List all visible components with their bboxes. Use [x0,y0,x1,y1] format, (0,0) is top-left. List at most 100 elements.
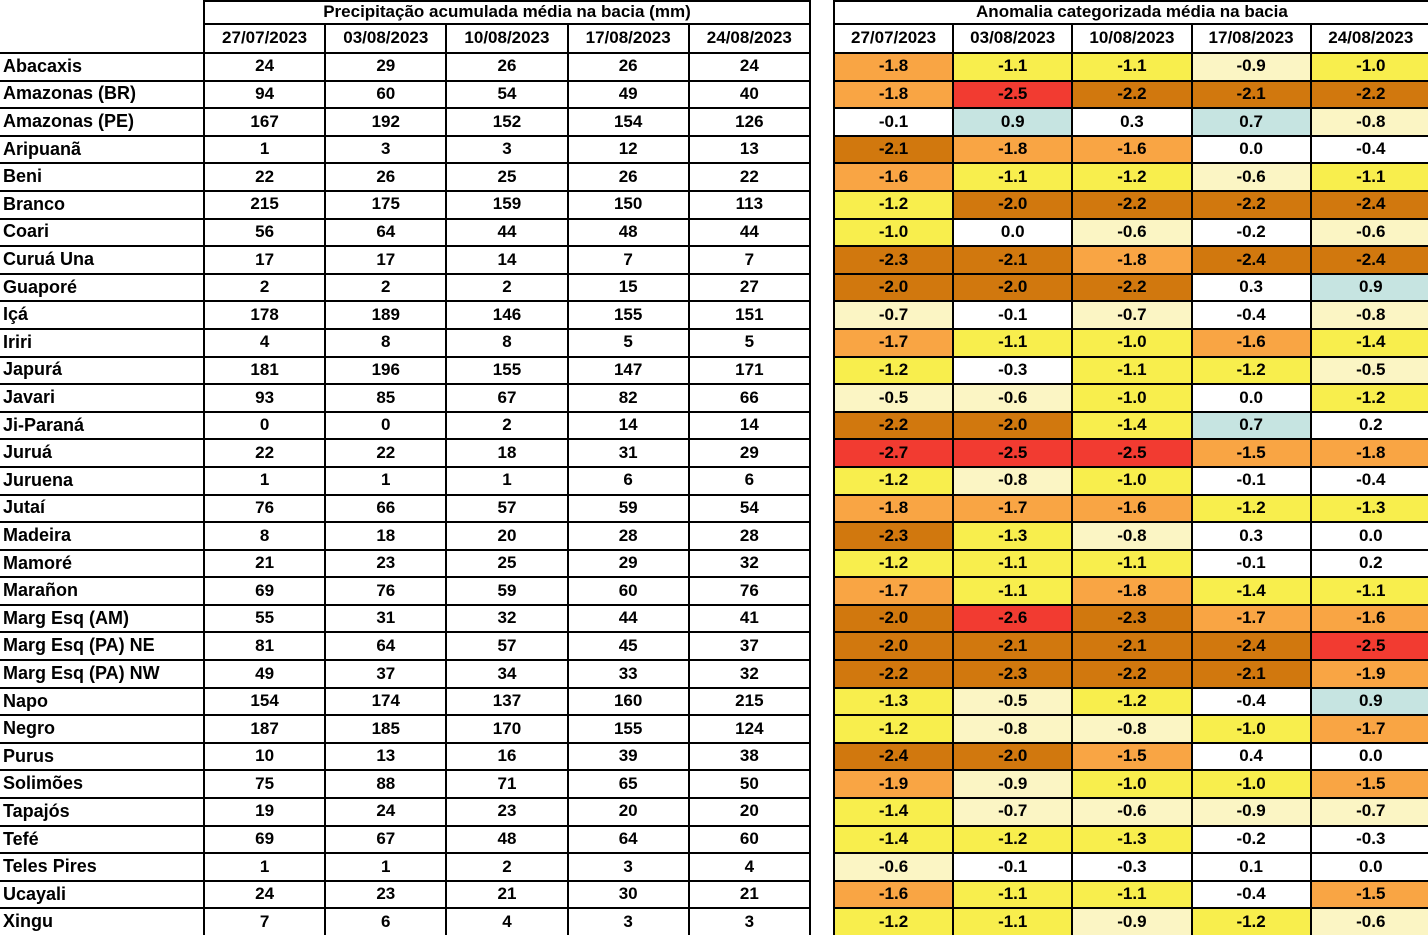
anomaly-value-cell: -1.4 [1309,327,1428,358]
anomaly-value-cell: -1.5 [1071,741,1193,772]
anomaly-value-cell: -1.8 [1071,576,1193,606]
anomaly-row: -1.7 -1.1 -1.0 -1.6 -1.4 [832,327,1428,358]
basin-label: Negro [0,714,205,744]
basin-label: Javari [0,383,205,413]
precipitation-row: Solimões 75 88 71 65 50 [0,769,811,800]
anomaly-value-cell: -0.8 [1309,300,1428,330]
anomaly-value-cell: -0.6 [1190,162,1312,192]
anomaly-value-cell: -2.6 [952,603,1074,634]
anomaly-value-cell: 0.0 [1190,383,1312,413]
anomaly-value-cell: -0.4 [1309,465,1428,496]
precipitation-row: Guaporé 2 2 2 15 27 [0,272,811,303]
precipitation-value-cell: 37 [687,631,811,662]
anomaly-value-cell: -2.2 [1190,189,1312,220]
date-column-header: 17/08/2023 [566,23,690,54]
anomaly-value-cell: -0.9 [1071,907,1193,935]
anomaly-value-cell: -0.6 [1309,907,1428,935]
precipitation-value-cell: 124 [687,714,811,744]
anomaly-value-cell: -1.6 [1190,327,1312,358]
basin-label: Madeira [0,521,205,551]
anomaly-value-cell: 0.2 [1309,548,1428,579]
precipitation-value-cell: 24 [324,797,448,827]
precipitation-value-cell: 28 [687,521,811,551]
precipitation-value-cell: 44 [566,603,690,634]
precipitation-value-cell: 39 [566,741,690,772]
basin-label: Iriri [0,327,205,358]
anomaly-value-cell: -2.4 [832,741,955,772]
anomaly-value-cell: -0.9 [952,769,1074,800]
anomaly-value-cell: -2.7 [832,438,955,468]
anomaly-value-cell: 0.0 [1309,741,1428,772]
anomaly-value-cell: 0.4 [1190,741,1312,772]
precipitation-value-cell: 64 [324,631,448,662]
precipitation-value-cell: 48 [566,217,690,248]
precipitation-row: Madeira 8 18 20 28 28 [0,521,811,551]
precipitation-value-cell: 23 [324,548,448,579]
anomaly-value-cell: -1.1 [1309,162,1428,192]
anomaly-value-cell: -1.4 [832,824,955,855]
precipitation-value-cell: 151 [687,300,811,330]
precipitation-value-cell: 6 [687,465,811,496]
precipitation-value-cell: 24 [202,879,327,910]
precipitation-row: Marg Esq (PA) NE 81 64 57 45 37 [0,631,811,662]
anomaly-value-cell: -2.2 [1071,272,1193,303]
precipitation-value-cell: 7 [202,907,327,935]
precipitation-row: Xingu 7 6 4 3 3 [0,907,811,935]
anomaly-value-cell: -1.0 [1071,383,1193,413]
precipitation-value-cell: 44 [687,217,811,248]
anomaly-value-cell: -0.6 [1071,797,1193,827]
anomaly-row: -2.0 -2.6 -2.3 -1.7 -1.6 [832,603,1428,634]
precipitation-value-cell: 21 [445,879,569,910]
precipitation-value-cell: 3 [687,907,811,935]
precipitation-value-cell: 59 [445,576,569,606]
precipitation-value-cell: 41 [687,603,811,634]
precipitation-value-cell: 29 [687,438,811,468]
anomaly-value-cell: -0.4 [1190,879,1312,910]
precipitation-row: Ji-Paraná 0 0 2 14 14 [0,410,811,441]
precipitation-value-cell: 155 [566,300,690,330]
anomaly-value-cell: -2.0 [832,603,955,634]
anomaly-value-cell: -1.9 [832,769,955,800]
anomaly-value-cell: -0.8 [952,465,1074,496]
anomaly-value-cell: -0.1 [1190,548,1312,579]
anomaly-value-cell: -2.2 [832,659,955,689]
precipitation-value-cell: 181 [202,355,327,386]
basin-label: Marg Esq (PA) NW [0,659,205,689]
precipitation-value-cell: 155 [445,355,569,386]
precipitation-value-cell: 2 [445,410,569,441]
anomaly-value-cell: 0.9 [1309,272,1428,303]
precipitation-value-cell: 2 [445,272,569,303]
precipitation-value-cell: 50 [687,769,811,800]
anomaly-value-cell: -2.3 [832,521,955,551]
precipitation-value-cell: 7 [566,245,690,275]
precipitation-value-cell: 1 [202,465,327,496]
basin-label: Napo [0,686,205,717]
precipitation-row: Juruena 1 1 1 6 6 [0,465,811,496]
anomaly-value-cell: -1.6 [1309,603,1428,634]
basin-label: Mamoré [0,548,205,579]
anomaly-value-cell: -0.8 [1309,107,1428,137]
anomaly-value-cell: -1.2 [832,355,955,386]
anomaly-value-cell: -1.2 [1309,383,1428,413]
precipitation-value-cell: 1 [445,465,569,496]
anomaly-value-cell: -1.5 [1309,879,1428,910]
basin-label: Juruá [0,438,205,468]
anomaly-value-cell: -1.2 [832,907,955,935]
anomaly-value-cell: -2.1 [1190,79,1312,110]
precipitation-value-cell: 10 [202,741,327,772]
date-column-header: 17/08/2023 [1190,23,1312,54]
anomaly-value-cell: -1.0 [1071,465,1193,496]
precipitation-value-cell: 60 [687,824,811,855]
precipitation-row: Amazonas (PE) 167 192 152 154 126 [0,107,811,137]
precipitation-value-cell: 30 [566,879,690,910]
anomaly-value-cell: -0.5 [1309,355,1428,386]
anomaly-value-cell: -2.0 [832,631,955,662]
basin-label: Tapajós [0,797,205,827]
anomaly-value-cell: -2.2 [1071,659,1193,689]
anomaly-row: -1.7 -1.1 -1.8 -1.4 -1.1 [832,576,1428,606]
anomaly-value-cell: -1.2 [1190,355,1312,386]
precipitation-row: Beni 22 26 25 26 22 [0,162,811,192]
precipitation-value-cell: 6 [324,907,448,935]
anomaly-value-cell: -2.1 [952,245,1074,275]
precipitation-value-cell: 7 [687,245,811,275]
